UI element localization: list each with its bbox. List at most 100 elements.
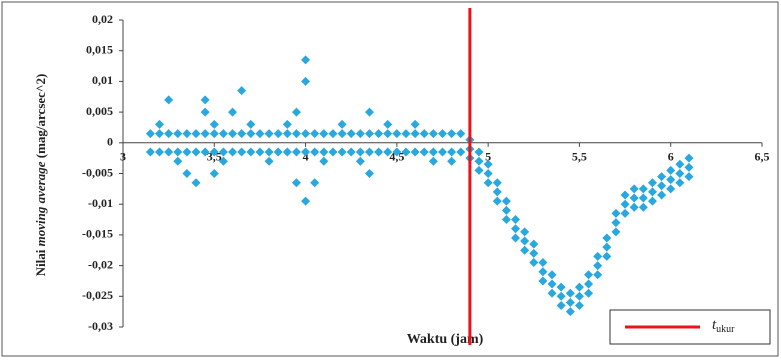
data-point [501, 196, 511, 206]
data-point [565, 307, 575, 317]
data-point [237, 86, 247, 96]
data-point [538, 258, 548, 268]
data-point [291, 178, 301, 188]
data-point [629, 184, 639, 194]
data-point [538, 276, 548, 286]
data-point [291, 147, 301, 157]
data-point [511, 233, 521, 243]
data-point [301, 55, 311, 65]
data-point [556, 282, 566, 292]
data-point [273, 129, 283, 139]
data-point [346, 129, 356, 139]
data-point [647, 187, 657, 197]
data-point [282, 119, 292, 129]
data-point [355, 156, 365, 166]
data-point [593, 261, 603, 271]
data-point [337, 119, 347, 129]
data-point [620, 190, 630, 200]
data-point [218, 147, 228, 157]
data-point [383, 119, 393, 129]
data-point [638, 184, 648, 194]
data-point [145, 147, 155, 157]
data-point [191, 147, 201, 157]
data-point [511, 215, 521, 225]
data-point [209, 129, 219, 139]
legend-label-sub: ukur [716, 324, 735, 335]
data-point [182, 147, 192, 157]
data-point [602, 242, 612, 252]
data-point [301, 196, 311, 206]
data-point [164, 95, 174, 105]
data-point [529, 248, 539, 258]
data-point [520, 236, 530, 246]
data-point [438, 129, 447, 139]
data-point [410, 147, 420, 157]
data-point [364, 169, 374, 178]
data-point [492, 178, 502, 188]
data-point [301, 129, 311, 139]
data-point [246, 147, 256, 157]
data-point [629, 193, 639, 203]
data-point [647, 196, 657, 206]
data-point [273, 147, 283, 157]
data-point [246, 119, 256, 129]
data-point [155, 147, 165, 157]
data-point [593, 251, 603, 261]
data-point [182, 169, 192, 178]
data-point [428, 156, 438, 166]
data-point [638, 193, 648, 203]
data-point [602, 251, 612, 261]
data-point [584, 288, 594, 298]
data-point [584, 279, 594, 289]
data-point [438, 147, 447, 157]
data-point [255, 147, 265, 157]
data-point [319, 147, 329, 157]
data-point [675, 178, 685, 188]
data-point [182, 129, 192, 139]
data-point [383, 129, 393, 139]
data-point [684, 153, 694, 163]
data-point [447, 156, 457, 166]
data-point [419, 147, 429, 157]
data-point [200, 129, 210, 139]
data-point [364, 107, 374, 117]
y-tick-label: -0,03 [88, 319, 113, 333]
data-point [538, 267, 548, 277]
data-point [228, 129, 238, 139]
data-point [173, 129, 183, 139]
data-point [657, 181, 667, 191]
data-point [355, 147, 365, 157]
data-point [492, 187, 502, 197]
x-tick-label: 6,5 [755, 150, 770, 164]
data-point [364, 147, 374, 157]
data-point [483, 159, 493, 169]
data-point [657, 190, 667, 200]
data-point [291, 129, 301, 139]
data-point [301, 76, 311, 86]
data-point [574, 291, 584, 301]
data-point [529, 258, 539, 268]
data-point [556, 291, 566, 301]
y-tick-label: -0,02 [88, 257, 113, 271]
data-point [474, 165, 484, 175]
data-point [164, 129, 174, 139]
data-point [200, 147, 210, 157]
data-point [228, 107, 238, 117]
x-axis-label: Waktu (jam) [407, 332, 484, 347]
data-point [684, 162, 694, 172]
data-point [666, 184, 676, 194]
data-point [191, 129, 201, 139]
data-point [282, 147, 292, 157]
data-point [310, 178, 320, 188]
data-point [264, 156, 274, 166]
data-point [374, 147, 384, 157]
data-point [155, 119, 165, 129]
data-point [611, 227, 621, 237]
data-point [355, 129, 365, 139]
data-point [675, 169, 685, 178]
data-point [401, 147, 411, 157]
data-point [364, 129, 374, 139]
data-point [200, 95, 210, 105]
data-point [264, 147, 274, 157]
data-point [155, 129, 165, 139]
